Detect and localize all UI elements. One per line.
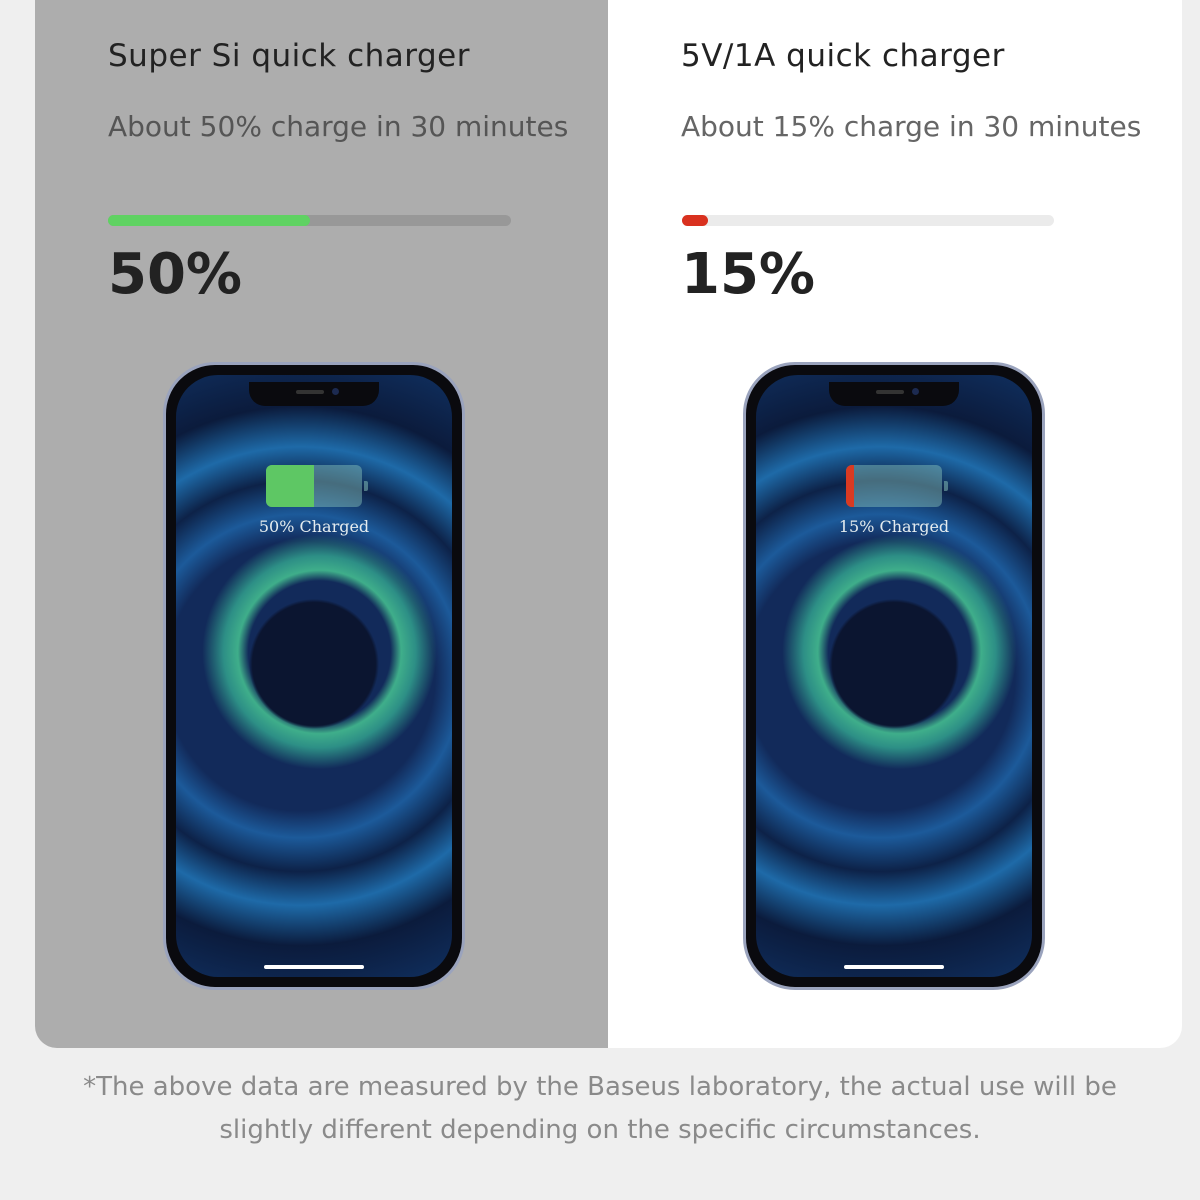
phone-notch bbox=[829, 382, 959, 406]
charge-progress-bar bbox=[682, 215, 1054, 226]
charger-subtitle: About 50% charge in 30 minutes bbox=[108, 110, 569, 143]
battery-icon bbox=[266, 465, 362, 507]
home-indicator bbox=[844, 965, 944, 969]
phone-screen: 15% Charged bbox=[756, 375, 1032, 977]
phone-image: 15% Charged bbox=[743, 362, 1045, 990]
charge-percent: 15% bbox=[681, 242, 816, 307]
battery-icon bbox=[846, 465, 942, 507]
charger-subtitle: About 15% charge in 30 minutes bbox=[681, 110, 1142, 143]
super-si-charger-panel: Super Si quick charger About 50% charge … bbox=[35, 0, 608, 1048]
progress-fill bbox=[682, 215, 709, 226]
disclaimer-line-1: *The above data are measured by the Base… bbox=[83, 1072, 1117, 1102]
phone-screen: 50% Charged bbox=[176, 375, 452, 977]
battery-level bbox=[846, 465, 854, 507]
charged-status: 50% Charged bbox=[258, 517, 370, 536]
progress-fill bbox=[108, 215, 310, 226]
home-indicator bbox=[264, 965, 364, 969]
charge-progress-bar bbox=[108, 215, 511, 226]
phone-image: 50% Charged bbox=[163, 362, 465, 990]
charger-title: 5V/1A quick charger bbox=[681, 38, 1005, 74]
disclaimer: *The above data are measured by the Base… bbox=[0, 1066, 1200, 1152]
charge-percent: 50% bbox=[108, 242, 243, 307]
charger-title: Super Si quick charger bbox=[108, 38, 470, 74]
disclaimer-line-2: slightly different depending on the spec… bbox=[219, 1115, 981, 1145]
phone-notch bbox=[249, 382, 379, 406]
battery-level bbox=[266, 465, 314, 507]
battery-nub bbox=[364, 481, 368, 491]
5v1a-charger-panel: 5V/1A quick charger About 15% charge in … bbox=[608, 0, 1182, 1048]
battery-nub bbox=[944, 481, 948, 491]
charged-status: 15% Charged bbox=[838, 517, 950, 536]
